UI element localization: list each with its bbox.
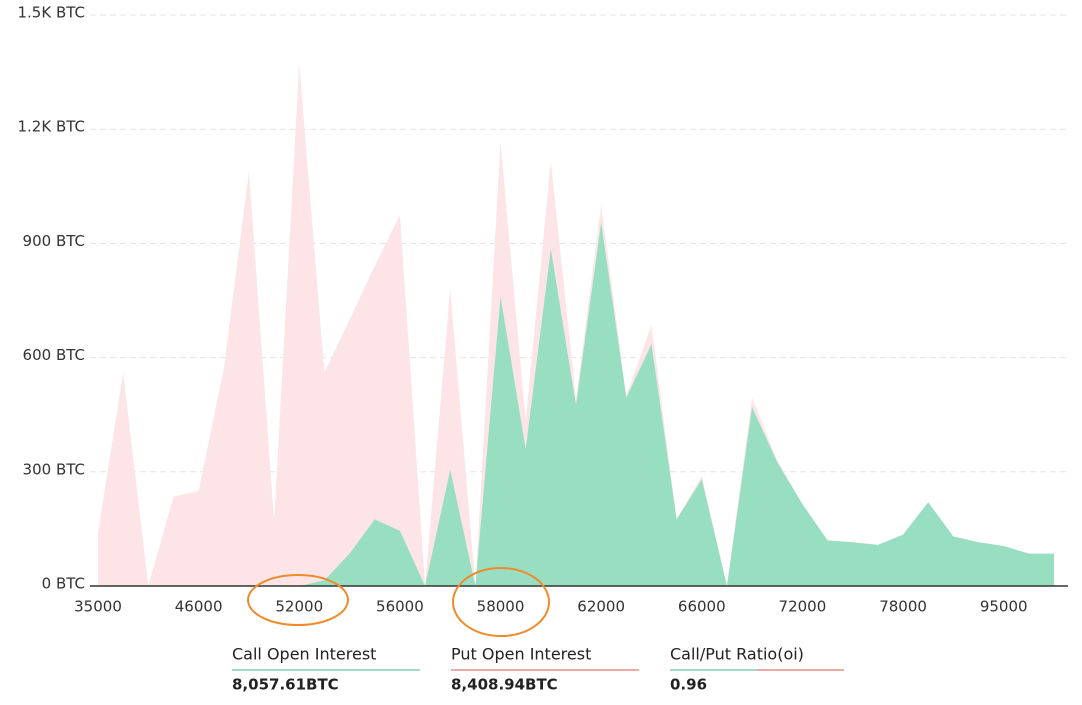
summary-value: 0.96 [670,676,707,694]
x-tick-label: 58000 [477,598,525,616]
x-tick-label: 78000 [879,598,927,616]
x-tick-label: 95000 [980,598,1028,616]
highlight-ellipse [247,574,349,626]
summary-label: Call Open Interest [232,645,376,664]
area [98,222,1054,587]
x-tick-label: 35000 [74,598,122,616]
y-tick-label: 1.2K BTC [17,118,85,136]
y-tick-label: 600 BTC [23,346,85,364]
x-tick-label: 72000 [779,598,827,616]
summary-label: Put Open Interest [451,645,591,664]
x-tick-label: 66000 [678,598,726,616]
x-tick-label: 52000 [275,598,323,616]
y-tick-label: 0 BTC [42,575,85,593]
summary-label: Call/Put Ratio(oi) [670,645,804,664]
highlight-ellipse [452,567,550,637]
y-tick-label: 1.5K BTC [17,4,85,22]
area [98,64,1054,586]
summary-value: 8,408.94BTC [451,676,558,694]
y-tick-label: 900 BTC [23,232,85,250]
x-tick-label: 46000 [175,598,223,616]
summary-value: 8,057.61BTC [232,676,339,694]
y-tick-label: 300 BTC [23,460,85,478]
x-tick-label: 62000 [577,598,625,616]
x-tick-label: 56000 [376,598,424,616]
